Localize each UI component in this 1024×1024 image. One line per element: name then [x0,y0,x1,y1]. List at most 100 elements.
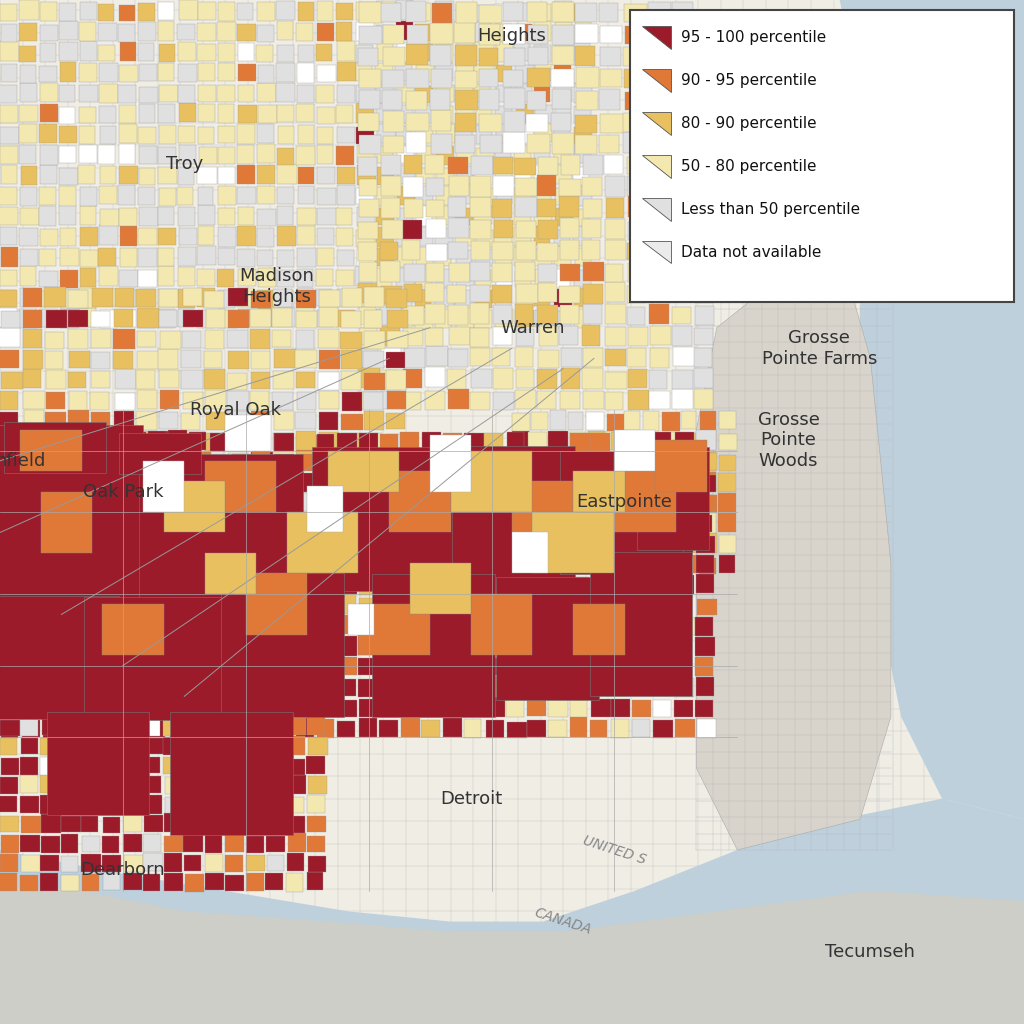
Bar [422,637,440,656]
Bar [206,873,224,890]
Bar [258,105,276,124]
Bar [1,310,20,329]
Bar [265,817,284,834]
Bar [139,65,157,81]
Bar [307,836,325,852]
Bar [628,262,647,282]
Bar [20,659,38,676]
Bar [674,513,692,532]
Bar [0,4,17,22]
Bar [190,657,208,676]
Bar [534,144,550,164]
Bar [538,283,557,302]
Bar [358,347,378,367]
Bar [663,453,680,470]
Bar [68,329,87,349]
Bar [198,226,214,245]
Bar [382,220,402,240]
Bar [278,226,296,246]
Bar [1,24,17,42]
Bar [605,304,627,324]
Bar [426,304,444,324]
Bar [185,776,204,794]
Bar [567,494,585,513]
Bar [58,168,78,184]
Bar [358,113,379,131]
Bar [317,127,334,144]
Bar [492,200,512,218]
Bar [210,472,228,492]
Bar [504,111,525,132]
Bar [560,452,683,574]
Bar [119,270,138,287]
Bar [316,44,332,60]
Bar [643,537,662,554]
Bar [316,248,334,265]
Bar [675,557,693,573]
Bar [591,677,610,695]
Bar [158,62,174,81]
Bar [650,220,672,240]
Bar [337,167,354,184]
Bar [273,698,292,717]
Bar [422,454,439,470]
Bar [515,178,537,196]
Bar [99,84,118,102]
Bar [376,1,395,20]
Bar [81,698,98,716]
Bar [319,412,338,430]
Bar [449,389,469,409]
Bar [287,873,303,892]
Bar [475,249,493,265]
Bar [624,113,643,132]
Bar [644,554,659,572]
Bar [317,537,335,554]
Bar [84,577,103,595]
Bar [19,66,36,83]
Bar [537,391,556,409]
Bar [181,350,201,368]
Bar [421,475,438,492]
Bar [147,574,167,594]
Bar [426,244,446,261]
Bar [224,777,241,795]
Bar [505,453,525,472]
Bar [719,455,735,471]
Bar [443,494,463,512]
Bar [693,348,712,367]
Bar [204,351,222,368]
Bar [516,288,534,307]
Bar [164,853,182,871]
Bar [336,22,352,41]
Bar [105,617,125,635]
Bar [58,3,76,20]
Bar [605,454,622,471]
Bar [463,557,483,573]
Bar [189,432,207,450]
Bar [59,289,78,307]
Bar [288,853,304,871]
Bar [548,720,567,737]
Bar [102,855,121,872]
Bar [169,515,186,534]
Bar [672,134,694,154]
Bar [359,555,377,572]
Bar [416,146,433,164]
Bar [39,187,55,205]
Bar [22,557,39,573]
Bar [337,85,355,103]
Bar [104,574,124,594]
Bar [569,699,587,717]
Bar [146,719,165,737]
Bar [188,513,207,532]
Bar [681,473,697,493]
Bar [364,392,383,411]
Bar [42,716,58,735]
Bar [126,555,144,573]
Bar [527,68,550,87]
Text: Data not available: Data not available [681,245,821,260]
Bar [628,370,647,388]
Bar [583,391,604,410]
Bar [453,446,575,590]
Bar [700,534,717,553]
